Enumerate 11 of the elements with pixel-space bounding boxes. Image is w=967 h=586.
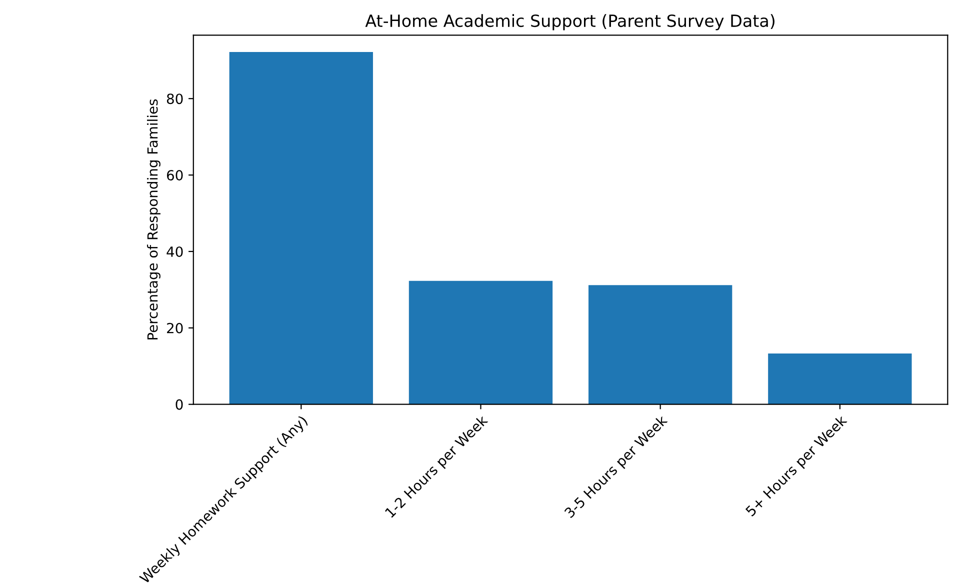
bar [588,285,732,404]
y-tick-label: 40 [166,246,183,257]
bar [768,354,912,404]
y-tick-label: 0 [176,399,183,410]
bar [229,52,373,404]
y-tick-label: 20 [167,322,183,334]
y-tick-label: 80 [166,94,183,104]
bar [408,280,553,404]
y-tick-label: 60 [166,170,183,181]
y-axis-title: Percentage of Responding Families [147,99,160,340]
chart-title: At-Home Academic Support (Parent Survey Data) [365,14,774,30]
